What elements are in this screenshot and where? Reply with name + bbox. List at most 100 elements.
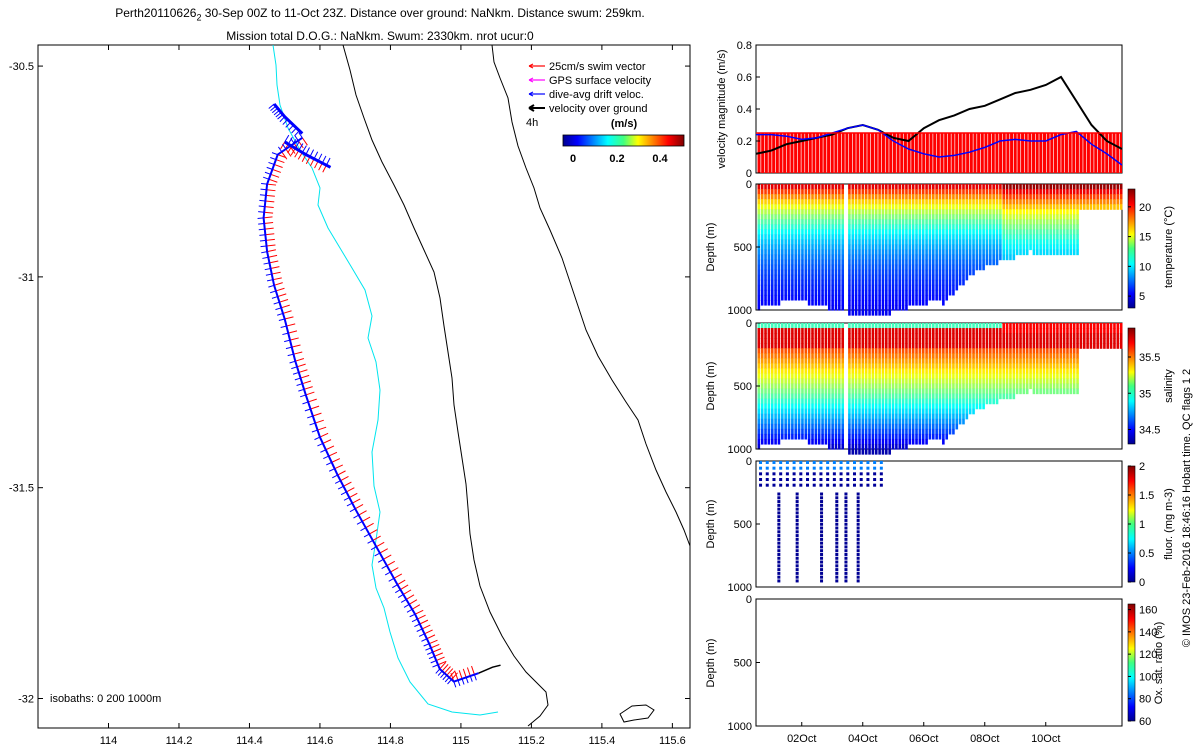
temperature-cell: [1029, 194, 1032, 200]
temperature-cell: [854, 254, 858, 261]
temperature-cell: [1119, 194, 1123, 200]
temperature-cell: [807, 259, 811, 266]
salinity-cell: [760, 383, 764, 390]
salinity-cell: [935, 418, 938, 425]
salinity-cell: [1005, 383, 1009, 390]
salinity-cell: [992, 388, 995, 395]
salinity-cell: [834, 353, 838, 359]
temperature-cell: [821, 274, 824, 281]
temperature-cell: [1106, 204, 1110, 210]
temperature-cell: [770, 234, 774, 241]
salinity-cell: [931, 433, 935, 440]
temperature-cell: [824, 189, 828, 195]
temperature-cell: [1009, 239, 1012, 246]
salinity-cell: [1022, 363, 1026, 369]
salinity-cell: [901, 328, 905, 334]
fluorescence-point: [856, 571, 860, 575]
salinity-cell: [885, 333, 888, 339]
salinity-cell: [891, 383, 895, 390]
salinity-cell: [861, 373, 865, 380]
salinity-cell: [888, 438, 891, 445]
fluorescence-point: [820, 522, 824, 526]
swim-vector: [308, 398, 317, 403]
salinity-cell: [901, 323, 905, 329]
salinity-cell: [764, 418, 767, 425]
swim-vector: [270, 266, 280, 269]
temperature-cell: [898, 259, 902, 266]
salinity-cell: [764, 363, 767, 369]
temperature-cell: [831, 189, 834, 195]
temperature-cell: [895, 274, 898, 281]
drift-vector: [440, 672, 445, 678]
salinity-cell: [858, 418, 861, 425]
salinity-cell: [965, 323, 969, 329]
temperature-cell: [952, 204, 955, 210]
salinity-cell: [878, 413, 881, 420]
temperature-cell: [1029, 209, 1032, 215]
salinity-cell: [1022, 343, 1026, 349]
temperature-cell: [955, 204, 959, 210]
temperature-cell: [767, 259, 771, 266]
salinity-cell: [888, 383, 891, 390]
temperature-cell: [891, 199, 895, 205]
salinity-cell: [898, 338, 902, 344]
temperature-cell: [958, 259, 962, 266]
salinity-cell: [801, 368, 804, 374]
temperature-cell: [1019, 224, 1022, 230]
salinity-cell: [978, 363, 982, 369]
temperature-cell: [791, 204, 794, 210]
salinity-cell: [1012, 333, 1016, 339]
fluorescence-point: [844, 530, 848, 534]
salinity-cell: [975, 358, 979, 364]
salinity-cell: [1019, 333, 1022, 339]
salinity-cell: [928, 328, 932, 334]
temperature-cell: [891, 229, 895, 235]
salinity-cell: [972, 368, 975, 374]
salinity-cell: [958, 368, 962, 374]
temperature-cell: [1042, 244, 1046, 251]
salinity-cell: [868, 408, 871, 415]
salinity-cell: [1019, 323, 1022, 329]
salinity-cell: [1052, 343, 1056, 349]
salinity-cell: [1015, 333, 1019, 339]
fluorescence-point: [820, 568, 824, 572]
temperature-cell: [1069, 209, 1073, 215]
temperature-cell: [898, 229, 902, 235]
temperature-cell: [1056, 239, 1059, 246]
salinity-cell: [1119, 333, 1123, 339]
salinity-cell: [848, 418, 851, 425]
salinity-cell: [801, 328, 804, 334]
temperature-cell: [925, 199, 928, 205]
salinity-cell: [760, 408, 764, 415]
salinity-cell: [854, 348, 858, 354]
fluorescence-point: [839, 483, 843, 487]
temperature-cell: [1052, 214, 1056, 220]
temperature-cell: [978, 219, 982, 225]
drift-vector: [277, 146, 283, 153]
salinity-cell: [797, 363, 801, 369]
temperature-cell: [982, 264, 985, 271]
temperature-cell: [898, 239, 902, 246]
temperature-cell: [1039, 189, 1042, 195]
salinity-cell: [874, 338, 878, 344]
temperature-cell: [1012, 239, 1016, 246]
swim-speed-bar: [1079, 133, 1083, 173]
temperature-cell: [891, 294, 895, 301]
salinity-cell: [942, 353, 945, 359]
salinity-cell: [831, 323, 834, 329]
temperature-cell: [955, 269, 959, 276]
map-x-tick-label: 114.6: [307, 735, 334, 747]
salinity-cell: [1119, 323, 1123, 329]
temperature-cell: [760, 194, 764, 200]
temperature-cell: [995, 199, 999, 205]
salinity-cell: [1005, 333, 1009, 339]
salinity-cell: [807, 433, 811, 440]
salinity-cell: [952, 373, 955, 380]
temperature-cell: [999, 239, 1002, 246]
temperature-cell: [952, 219, 955, 225]
fluorescence-point: [835, 575, 839, 579]
temperature-cell: [1032, 219, 1036, 225]
fluorescence-point: [777, 575, 781, 579]
salinity-cell: [848, 328, 851, 334]
fluorescence-point: [826, 478, 830, 482]
